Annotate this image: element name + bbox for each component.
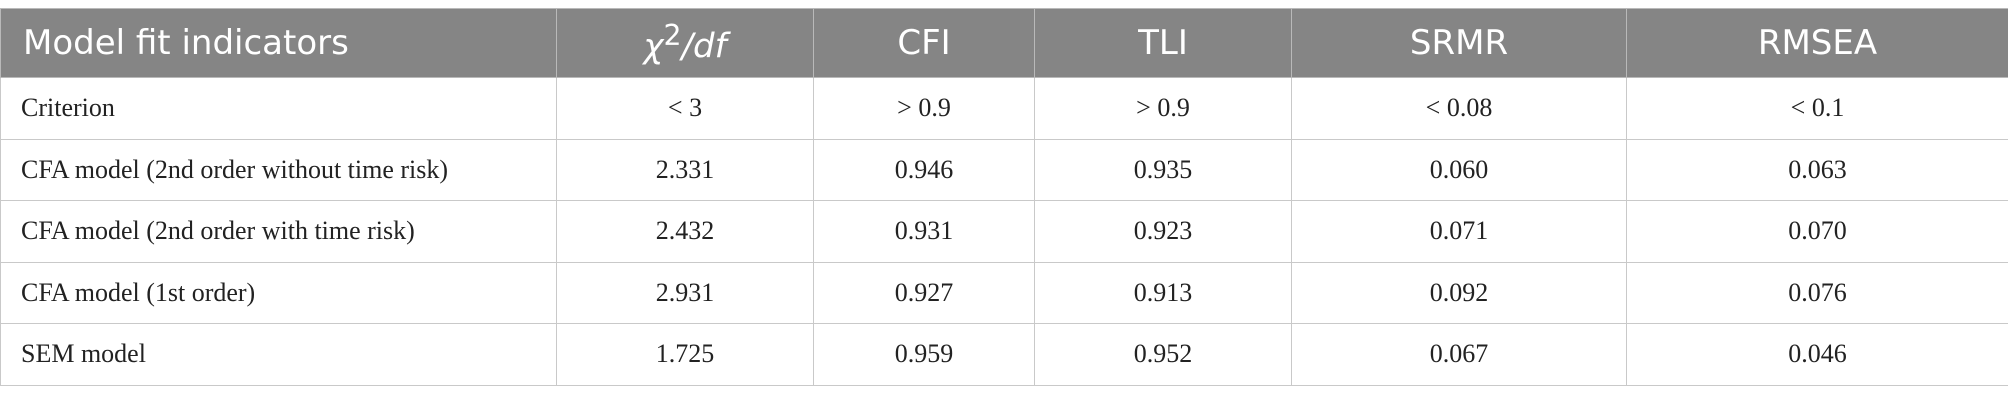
cell-chi-df: 2.931 bbox=[556, 261, 814, 324]
cell-rmsea: < 0.1 bbox=[1626, 77, 2008, 140]
table-row: CFA model (1st order) 2.931 0.927 0.913 … bbox=[0, 261, 2008, 324]
row-label: Criterion bbox=[0, 77, 557, 140]
row-label: CFA model (2nd order with time risk) bbox=[0, 200, 557, 263]
header-srmr: SRMR bbox=[1291, 8, 1627, 78]
cell-rmsea: 0.063 bbox=[1626, 138, 2008, 201]
cell-srmr: 0.060 bbox=[1291, 138, 1627, 201]
header-model-fit-indicators: Model fit indicators bbox=[0, 8, 557, 78]
cell-tli: 0.913 bbox=[1034, 261, 1292, 324]
table-row: SEM model 1.725 0.959 0.952 0.067 0.046 bbox=[0, 323, 2008, 386]
model-fit-table-container: Model fit indicators χ2/df CFI TLI SRMR … bbox=[0, 8, 2008, 386]
chi-superscript: 2 bbox=[663, 19, 682, 53]
cell-chi-df: 2.331 bbox=[556, 138, 814, 201]
cell-tli: > 0.9 bbox=[1034, 77, 1292, 140]
chi-df: /df bbox=[681, 26, 727, 67]
cell-cfi: > 0.9 bbox=[813, 77, 1035, 140]
header-row: Model fit indicators χ2/df CFI TLI SRMR … bbox=[0, 8, 2008, 78]
header-tli: TLI bbox=[1034, 8, 1292, 78]
cell-chi-df: 1.725 bbox=[556, 323, 814, 386]
cell-tli: 0.935 bbox=[1034, 138, 1292, 201]
row-label: SEM model bbox=[0, 323, 557, 386]
cell-cfi: 0.927 bbox=[813, 261, 1035, 324]
table-row: CFA model (2nd order without time risk) … bbox=[0, 138, 2008, 201]
cell-rmsea: 0.070 bbox=[1626, 200, 2008, 263]
header-chi-square-df: χ2/df bbox=[556, 8, 814, 78]
cell-tli: 0.952 bbox=[1034, 323, 1292, 386]
row-label: CFA model (1st order) bbox=[0, 261, 557, 324]
cell-srmr: < 0.08 bbox=[1291, 77, 1627, 140]
cell-tli: 0.923 bbox=[1034, 200, 1292, 263]
cell-cfi: 0.946 bbox=[813, 138, 1035, 201]
cell-rmsea: 0.076 bbox=[1626, 261, 2008, 324]
table-header: Model fit indicators χ2/df CFI TLI SRMR … bbox=[0, 8, 2008, 78]
cell-srmr: 0.067 bbox=[1291, 323, 1627, 386]
model-fit-table: Model fit indicators χ2/df CFI TLI SRMR … bbox=[0, 8, 2008, 386]
header-cfi: CFI bbox=[813, 8, 1035, 78]
header-rmsea: RMSEA bbox=[1626, 8, 2008, 78]
cell-chi-df: < 3 bbox=[556, 77, 814, 140]
table-row: Criterion < 3 > 0.9 > 0.9 < 0.08 < 0.1 bbox=[0, 77, 2008, 140]
cell-chi-df: 2.432 bbox=[556, 200, 814, 263]
cell-rmsea: 0.046 bbox=[1626, 323, 2008, 386]
table-body: Criterion < 3 > 0.9 > 0.9 < 0.08 < 0.1 C… bbox=[0, 77, 2008, 386]
row-label: CFA model (2nd order without time risk) bbox=[0, 138, 557, 201]
cell-srmr: 0.071 bbox=[1291, 200, 1627, 263]
cell-cfi: 0.931 bbox=[813, 200, 1035, 263]
cell-cfi: 0.959 bbox=[813, 323, 1035, 386]
table-row: CFA model (2nd order with time risk) 2.4… bbox=[0, 200, 2008, 263]
chi-symbol: χ bbox=[643, 26, 664, 67]
cell-srmr: 0.092 bbox=[1291, 261, 1627, 324]
